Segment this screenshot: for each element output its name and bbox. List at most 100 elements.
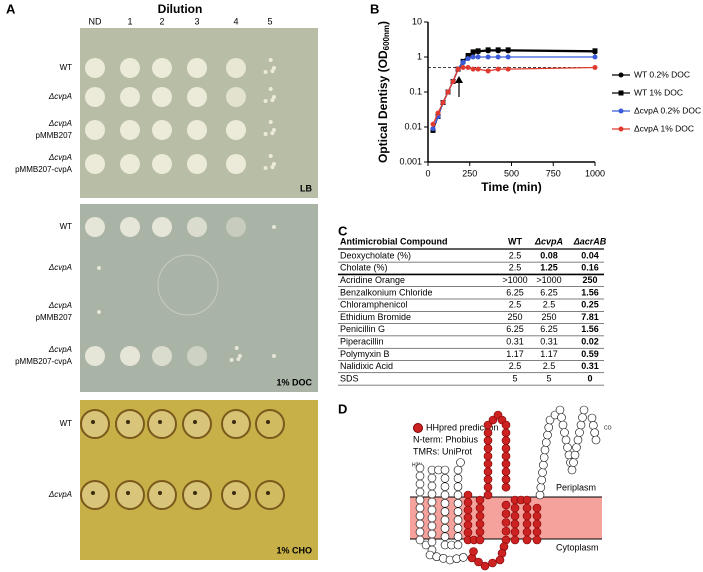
column-label: 2 <box>159 16 164 26</box>
colony-center <box>91 420 95 424</box>
periplasm-label: Periplasm <box>556 482 596 492</box>
column-label: 4 <box>233 16 238 26</box>
residue <box>539 460 548 470</box>
legend-dot <box>413 423 423 433</box>
note: N-term: Phobius <box>413 434 479 444</box>
hhpred-residue <box>510 535 520 545</box>
colony-dot <box>268 87 273 92</box>
colony-spot <box>147 480 177 510</box>
table-cell: Chloramphenicol <box>340 300 408 310</box>
table-cell: 6.25 <box>506 324 524 334</box>
colony-spot <box>187 217 207 237</box>
colony-spot <box>187 58 207 78</box>
strain-label: ΔcvpA <box>48 345 72 354</box>
y-label-end: ) <box>376 21 390 25</box>
hhpred-residue <box>532 535 542 545</box>
plate-bubble <box>157 254 219 316</box>
table-cell: 6.25 <box>540 287 558 297</box>
legend-marker <box>618 126 624 132</box>
table-cell: 250 <box>507 312 522 322</box>
residue <box>558 420 568 430</box>
colony-spot <box>120 58 140 78</box>
data-point <box>495 54 501 60</box>
colony-center <box>91 491 95 495</box>
residue <box>440 499 450 508</box>
table-cell: Ethidium Bromide <box>340 312 411 322</box>
table-cell: 6.25 <box>506 287 524 297</box>
hhpred-residue <box>501 436 511 445</box>
panel-label: D <box>338 401 347 416</box>
residue <box>456 458 465 467</box>
x-tick-label: 250 <box>462 168 477 178</box>
y-label-text: Optical Dentisy (OD <box>376 50 390 163</box>
residue <box>573 435 583 445</box>
panel-label: A <box>6 1 16 16</box>
hhpred-residue <box>522 519 532 529</box>
colony-spot <box>80 409 110 439</box>
residue <box>440 524 450 533</box>
hhpred-residue <box>463 528 473 537</box>
residue <box>453 515 463 525</box>
residue <box>415 487 425 497</box>
table-cell: 0.31 <box>540 336 558 346</box>
hhpred-residue <box>475 527 485 537</box>
table-cell: 6.25 <box>540 324 558 334</box>
colony-center <box>126 491 130 495</box>
colony-dot <box>272 95 276 99</box>
residue <box>453 532 463 541</box>
colony-spot <box>226 154 246 174</box>
table-cell: Piperacillin <box>340 336 384 346</box>
residue <box>453 507 463 516</box>
strain-label: pMMB207 <box>36 131 73 140</box>
data-point <box>505 66 511 72</box>
y-tick-label: 10 <box>412 16 422 26</box>
x-tick-label: 500 <box>504 168 519 178</box>
legend-label: ΔcvpA 0.2% DOC <box>634 105 701 115</box>
hhpred-residue <box>510 511 520 521</box>
hhpred-residue <box>532 511 542 521</box>
colony-spot <box>152 87 172 107</box>
y-label-sub: 600nm <box>382 25 391 50</box>
colony-spot <box>120 217 140 237</box>
residue <box>415 463 425 473</box>
colony-dot <box>97 266 101 270</box>
residue <box>415 503 425 513</box>
table-cell: 2.5 <box>543 361 556 371</box>
table-cell: Penicillin G <box>340 324 385 334</box>
table-cell: 5 <box>546 373 551 383</box>
table-cell: SDS <box>340 373 359 383</box>
hhpred-residue <box>501 451 511 461</box>
hhpred-residue <box>510 519 520 529</box>
hhpred-residue <box>501 475 511 484</box>
data-point <box>470 49 476 55</box>
legend-marker <box>618 72 624 78</box>
legend-label: HHpred prediction <box>426 422 499 432</box>
series-line <box>432 50 596 131</box>
colony-center <box>158 420 162 424</box>
residue <box>570 450 580 460</box>
arrow-head <box>455 76 463 83</box>
colony-dot <box>272 354 276 358</box>
hhpred-residue <box>532 527 542 537</box>
table-cell: Deoxycholate (%) <box>340 250 411 260</box>
colony-spot <box>226 120 246 140</box>
colony-dot <box>238 354 242 358</box>
column-label: 3 <box>194 16 199 26</box>
hhpred-residue <box>475 511 485 521</box>
colony-dot <box>270 165 275 170</box>
colony-dot <box>272 128 276 132</box>
colony-spot <box>226 58 246 78</box>
colony-spot <box>255 480 285 510</box>
residue <box>590 428 599 437</box>
residue <box>440 507 450 516</box>
residue <box>579 405 589 415</box>
table-cell: 1.56 <box>581 324 599 334</box>
colony-spot <box>152 217 172 237</box>
y-tick-label: 0.01 <box>404 121 422 131</box>
hhpred-residue <box>501 526 511 536</box>
colony-spot <box>120 120 140 140</box>
colony-center <box>232 420 236 424</box>
colony-spot <box>120 87 140 107</box>
hhpred-residue <box>501 518 511 527</box>
residue <box>587 413 597 423</box>
